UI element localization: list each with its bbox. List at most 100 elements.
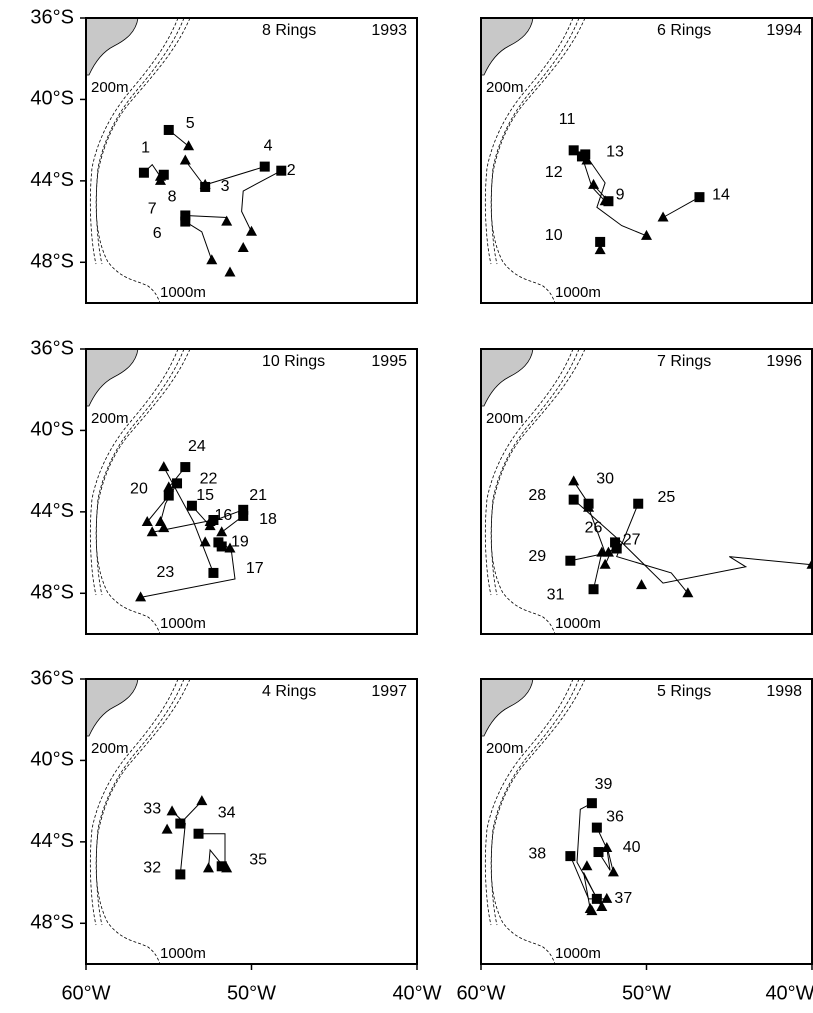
ring-38-track xyxy=(569,855,607,900)
ring-4-track xyxy=(205,166,265,186)
ring-39-start-marker xyxy=(586,798,597,809)
ring-33-start-marker xyxy=(175,818,186,829)
ring-25-end-marker xyxy=(682,587,694,598)
ring-label: 20 xyxy=(130,481,148,498)
ring-7-end-marker xyxy=(221,215,233,226)
x-tick-label: 60°W xyxy=(456,982,505,1004)
x-tick-label: 50°W xyxy=(227,982,276,1004)
ring-26-start-marker xyxy=(611,543,622,554)
ring-12-end-marker xyxy=(599,195,611,206)
ring-30-end-marker xyxy=(568,475,580,486)
ring-17-track xyxy=(140,546,236,598)
ring-label: 15 xyxy=(196,487,214,504)
ring-label: 14 xyxy=(712,186,730,203)
isobath-200m-label: 200m xyxy=(91,79,129,96)
panel-ring-count: 10 Rings xyxy=(262,353,325,370)
ring-13-end-marker xyxy=(641,229,652,240)
ring-28-end-marker xyxy=(806,558,812,569)
isobath-1000m-line xyxy=(490,349,586,634)
ring-30-start-marker xyxy=(583,498,594,509)
ring-label: 11 xyxy=(559,111,576,128)
ring-20-end-marker xyxy=(141,516,153,527)
isobath-1000m-line xyxy=(95,679,191,964)
ring-24-start-marker xyxy=(180,462,191,473)
isobath-1000m-line xyxy=(490,18,586,303)
isobath-200m-line xyxy=(89,18,179,265)
x-tick-label: 40°W xyxy=(765,982,813,1004)
ring-9-end-marker xyxy=(588,178,600,189)
ring-label: 5 xyxy=(186,115,195,132)
panel-frame xyxy=(85,17,418,304)
ring-36-track xyxy=(596,827,614,873)
ring-21-start-marker xyxy=(238,504,249,515)
ring-label: 9 xyxy=(616,186,625,203)
ring-40-start-marker xyxy=(593,847,604,858)
ring-14-end-marker xyxy=(657,211,669,222)
ring-label: 6 xyxy=(153,225,162,242)
land-shape xyxy=(86,349,139,407)
ring-14-track xyxy=(662,196,700,218)
panel-frame xyxy=(480,348,813,635)
ring-end-marker xyxy=(237,242,249,253)
ring-33-end-marker xyxy=(196,795,208,806)
ring-label: 37 xyxy=(614,890,632,907)
panel-1996: 200m 1000m 25 26 27 28 29 30 31 7 Rings 1996 xyxy=(480,348,813,635)
ring-32-start-marker xyxy=(175,869,186,880)
ring-31-start-marker xyxy=(588,584,599,595)
ring-37-start-marker xyxy=(591,893,602,904)
ring-2-end-marker xyxy=(246,225,257,236)
ring-label: 4 xyxy=(264,137,273,154)
ring-29-start-marker xyxy=(565,555,576,566)
ring-label: 8 xyxy=(168,188,177,205)
panel-year: 1994 xyxy=(766,22,802,39)
ring-label: 7 xyxy=(148,201,157,218)
panel-1994: 200m 1000m 9 10 11 12 13 14 6 Rings 1994 xyxy=(480,17,813,304)
ring-28-track xyxy=(573,499,812,584)
ring-40-end-marker xyxy=(601,841,613,852)
land-shape xyxy=(86,18,139,76)
ring-39-end-marker xyxy=(596,901,608,911)
isobath-200m-label: 200m xyxy=(486,740,524,757)
ring-20-start-marker xyxy=(163,490,174,501)
ring-end-marker xyxy=(158,522,170,533)
x-tick-label: 60°W xyxy=(61,982,110,1004)
ring-15-start-marker xyxy=(186,500,197,511)
ring-label: 13 xyxy=(606,144,624,161)
ring-label: 35 xyxy=(249,851,267,868)
ring-10-end-marker xyxy=(594,244,606,255)
panel-year: 1996 xyxy=(766,353,802,370)
ring-label: 3 xyxy=(221,178,230,195)
ring-label: 1 xyxy=(141,140,150,157)
isobath-200m-label: 200m xyxy=(486,410,524,427)
ring-16-end-marker xyxy=(146,526,158,537)
ring-8-end-marker xyxy=(154,174,166,185)
ring-13-track xyxy=(584,154,647,237)
ring-label: 29 xyxy=(528,548,546,565)
panel-1998: 200m 1000m 36 37 38 39 40 5 Rings 1998 xyxy=(480,678,813,965)
isobath-200m-label: 200m xyxy=(91,410,129,427)
ring-36-start-marker xyxy=(591,822,602,833)
land-shape xyxy=(86,679,139,737)
ring-19-start-marker xyxy=(213,537,224,548)
y-tick-label: 44°S xyxy=(30,830,74,852)
ring-end-marker xyxy=(199,536,211,547)
ring-11-start-marker xyxy=(568,145,579,156)
ring-end-marker xyxy=(161,823,173,834)
ring-7-track xyxy=(185,215,228,222)
ring-14-start-marker xyxy=(694,192,705,203)
x-tick-label: 50°W xyxy=(622,982,671,1004)
ring-21-end-marker xyxy=(204,516,216,527)
ring-label: 2 xyxy=(287,162,296,179)
ring-8-start-marker xyxy=(158,169,169,180)
ring-label: 10 xyxy=(545,227,563,244)
ring-22-start-marker xyxy=(172,478,183,489)
ring-end-marker xyxy=(581,860,593,871)
ring-38-end-marker xyxy=(601,892,613,903)
ring-4-end-marker xyxy=(199,178,211,189)
ring-end-marker xyxy=(224,266,236,277)
ring-24-end-marker xyxy=(163,481,175,492)
isobath-1000m-label: 1000m xyxy=(160,945,206,962)
ring-label: 25 xyxy=(657,489,675,506)
ring-label: 31 xyxy=(547,587,565,604)
